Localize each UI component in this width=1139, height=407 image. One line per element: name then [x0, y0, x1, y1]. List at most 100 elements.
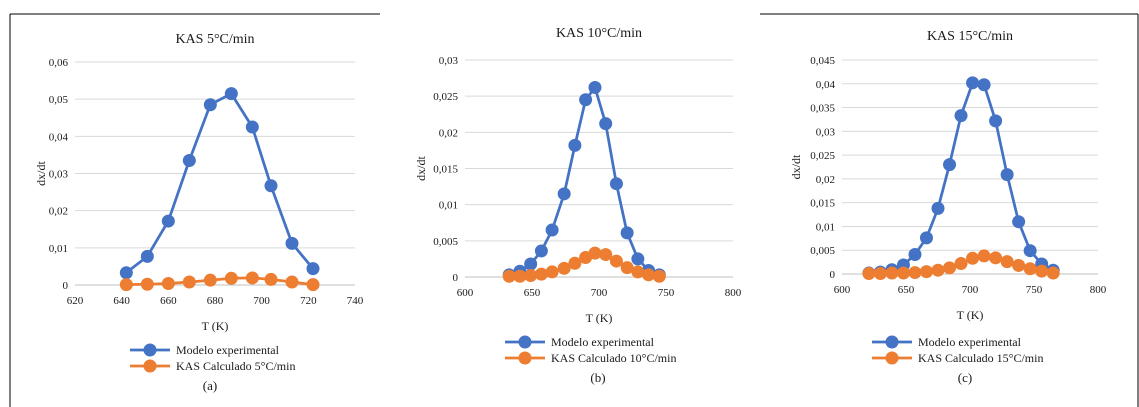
legend-swatch-marker — [885, 351, 899, 365]
x-tick-label: 600 — [457, 287, 474, 299]
data-point-experimental — [264, 179, 278, 193]
data-point-calculated — [203, 273, 217, 287]
x-tick-label: 700 — [962, 284, 979, 296]
y-tick-label: 0 — [63, 280, 69, 292]
data-point-experimental — [631, 252, 645, 266]
y-tick-label: 0,03 — [439, 55, 459, 67]
series-line-calculated — [126, 276, 314, 286]
y-tick-label: 0,035 — [810, 103, 835, 115]
legend-label: Modelo experimental — [918, 335, 1022, 349]
y-tick-label: 0,025 — [433, 91, 458, 103]
data-point-experimental — [306, 262, 320, 276]
x-tick-label: 600 — [834, 284, 851, 296]
data-point-calculated — [140, 277, 154, 291]
data-point-experimental — [524, 257, 538, 271]
data-point-experimental — [620, 226, 634, 240]
data-point-calculated — [652, 269, 666, 283]
data-point-calculated — [285, 275, 299, 289]
y-tick-label: 0,01 — [439, 200, 458, 212]
data-point-experimental — [1023, 244, 1037, 258]
data-point-experimental — [557, 187, 571, 201]
data-point-experimental — [534, 244, 548, 258]
x-tick-label: 660 — [160, 295, 177, 307]
x-axis-title: T (K) — [586, 311, 613, 325]
chart-panels: KAS 5°C/min 0 0,01 0,02 0,03 0,04 0,05 0,06 620 6… — [34, 26, 1107, 393]
data-point-experimental — [1000, 168, 1014, 182]
data-point-experimental — [599, 117, 613, 131]
data-point-experimental — [954, 109, 968, 123]
data-point-experimental — [609, 177, 623, 191]
legend-entry-calculated: KAS Calculado 5°C/min — [130, 359, 295, 373]
figure-frame — [9, 13, 1139, 407]
legend-swatch-marker — [143, 343, 157, 357]
legend-entry-experimental: Modelo experimental — [130, 343, 280, 357]
data-point-calculated — [1023, 262, 1037, 276]
y-tick-label: 0,015 — [810, 198, 835, 210]
y-tick-label: 0,04 — [816, 79, 836, 91]
x-tick-label: 800 — [1090, 284, 1107, 296]
data-point-calculated — [1035, 264, 1049, 278]
data-point-experimental — [931, 201, 945, 215]
data-point-experimental — [161, 214, 175, 228]
data-point-experimental — [140, 249, 154, 263]
chart-panel-1: KAS 5°C/min 0 0,01 0,02 0,03 0,04 0,05 0,06 620 6… — [34, 32, 364, 393]
legend-entry-calculated: KAS Calculado 15°C/min — [872, 351, 1043, 365]
data-point-calculated — [896, 266, 910, 280]
legend-entry-experimental: Modelo experimental — [505, 335, 655, 349]
chart-title: KAS 10°C/min — [556, 26, 642, 41]
y-axis-title: dx/dt — [789, 154, 803, 179]
x-tick-label: 700 — [253, 295, 270, 307]
data-point-calculated — [862, 267, 876, 281]
data-point-calculated — [513, 269, 527, 283]
data-point-calculated — [224, 271, 238, 285]
y-tick-label: 0,05 — [49, 94, 69, 106]
data-point-calculated — [161, 277, 175, 291]
data-point-experimental — [588, 80, 602, 94]
y-tick-label: 0,005 — [433, 236, 458, 248]
x-tick-label: 750 — [1026, 284, 1043, 296]
data-point-experimental — [989, 114, 1003, 128]
data-point-calculated — [873, 267, 887, 281]
y-tick-label: 0,005 — [810, 245, 835, 257]
data-point-calculated — [524, 269, 538, 283]
legend-swatch-marker — [885, 335, 899, 349]
data-point-calculated — [931, 263, 945, 277]
data-point-calculated — [245, 271, 259, 285]
y-tick-label: 0,015 — [433, 164, 458, 176]
data-point-experimental — [568, 138, 582, 152]
legend-label: KAS Calculado 15°C/min — [918, 351, 1043, 365]
x-tick-label: 700 — [591, 287, 608, 299]
x-tick-label: 620 — [67, 295, 84, 307]
x-tick-label: 680 — [207, 295, 224, 307]
data-point-calculated — [545, 265, 559, 279]
data-point-calculated — [977, 249, 991, 263]
data-point-calculated — [119, 278, 133, 292]
y-tick-label: 0,02 — [439, 127, 458, 139]
y-tick-label: 0,03 — [816, 126, 836, 138]
y-axis-title: dx/dt — [414, 156, 428, 181]
y-tick-label: 0,04 — [49, 131, 69, 143]
y-tick-label: 0,02 — [816, 174, 835, 186]
series-line-experimental — [508, 86, 660, 277]
data-point-experimental — [943, 158, 957, 172]
data-point-calculated — [182, 275, 196, 289]
legend-entry-calculated: KAS Calculado 10°C/min — [505, 351, 676, 365]
legend-swatch-marker — [518, 335, 532, 349]
y-tick-label: 0 — [453, 272, 459, 284]
chart-panel-2: KAS 10°C/min 0 0,005 0,01 0,015 0,02 0,025 0,03… — [414, 26, 742, 385]
data-point-calculated — [588, 246, 602, 260]
y-tick-label: 0 — [830, 269, 836, 281]
data-point-experimental — [908, 248, 922, 262]
data-point-calculated — [954, 257, 968, 271]
data-point-experimental — [203, 98, 217, 112]
data-point-calculated — [620, 261, 634, 275]
panel-caption: (c) — [958, 370, 972, 385]
data-point-experimental — [1012, 215, 1026, 229]
data-point-experimental — [579, 93, 593, 107]
data-point-calculated — [1046, 266, 1060, 280]
data-point-calculated — [534, 267, 548, 281]
data-point-calculated — [989, 251, 1003, 265]
x-tick-label: 640 — [113, 295, 130, 307]
x-tick-label: 720 — [300, 295, 317, 307]
data-point-calculated — [919, 265, 933, 279]
